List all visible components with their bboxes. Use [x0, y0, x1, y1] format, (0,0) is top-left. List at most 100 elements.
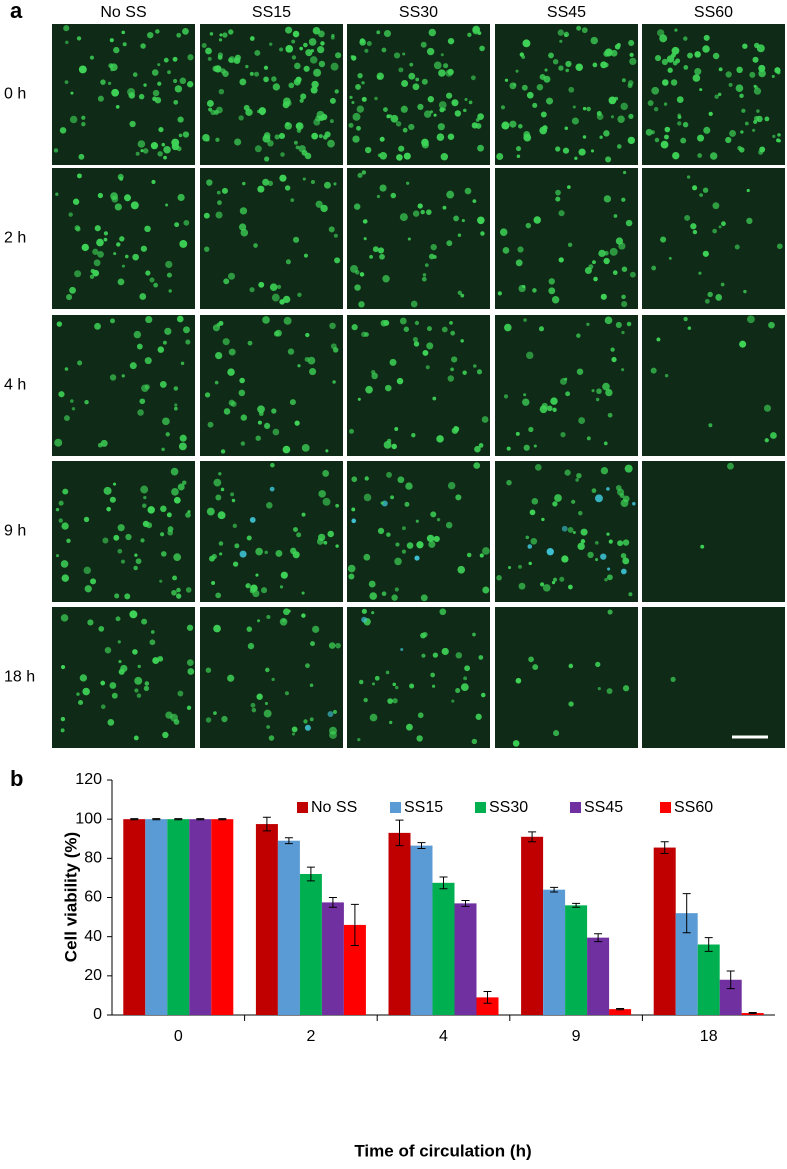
cell [257, 185, 265, 193]
cell [565, 68, 570, 73]
cell [380, 319, 388, 327]
cell [325, 449, 329, 453]
cell [228, 29, 234, 35]
cell [179, 77, 187, 85]
cell [407, 237, 411, 241]
cell [420, 632, 427, 639]
cell [401, 549, 407, 554]
cell [453, 425, 458, 431]
cell [61, 574, 70, 582]
cell [571, 117, 579, 125]
cell [240, 228, 249, 237]
legend-swatch [475, 802, 486, 813]
cell [620, 568, 627, 575]
error-bar [417, 842, 426, 850]
cell [140, 43, 146, 49]
cell [215, 592, 222, 599]
cell [600, 467, 609, 475]
cell [539, 126, 548, 135]
cell [539, 74, 546, 80]
cell [413, 341, 420, 347]
cell [559, 576, 565, 582]
cell [385, 670, 390, 675]
cell [214, 380, 219, 385]
cell [351, 55, 357, 61]
cell [560, 431, 566, 438]
cell [420, 594, 428, 602]
cell [558, 210, 565, 217]
cell [552, 407, 557, 412]
cell [249, 36, 255, 41]
cell [426, 47, 435, 56]
cell [552, 577, 558, 582]
cell [718, 67, 723, 72]
cell [211, 553, 217, 560]
cell [392, 698, 398, 704]
micrograph [52, 607, 195, 748]
cell [228, 57, 234, 63]
cell [595, 494, 603, 503]
cell [118, 660, 122, 664]
cell [317, 46, 325, 54]
bar [432, 882, 455, 1015]
cell [77, 360, 83, 366]
cell [656, 29, 665, 37]
cell [115, 616, 121, 622]
cell [297, 364, 301, 368]
cell [356, 105, 364, 113]
cell [134, 676, 143, 685]
cell [324, 181, 331, 189]
error-bar [174, 818, 183, 821]
cell [312, 625, 320, 633]
cell [400, 647, 404, 652]
cell [129, 610, 138, 619]
cell [361, 331, 367, 338]
cell [312, 26, 321, 35]
cell [293, 236, 300, 243]
cell [283, 316, 292, 325]
cell [416, 541, 424, 549]
cell [89, 274, 95, 279]
cell [656, 337, 661, 342]
cell [391, 443, 397, 450]
cell [629, 57, 637, 66]
x-tick-label: 0 [174, 1028, 183, 1045]
cell [220, 487, 225, 492]
cell [690, 223, 697, 230]
cell [379, 184, 387, 192]
cell [295, 122, 302, 129]
cell [533, 444, 537, 448]
cell [60, 664, 66, 670]
cell [620, 553, 627, 559]
cell [476, 369, 483, 375]
cell [180, 361, 185, 366]
cell [463, 676, 468, 681]
cell [561, 525, 568, 532]
cell [208, 107, 213, 112]
cell [264, 156, 270, 162]
cell [438, 69, 446, 77]
cell [357, 397, 361, 401]
cell [412, 337, 418, 343]
cell [586, 322, 590, 326]
cell [436, 133, 445, 141]
cell [329, 731, 337, 739]
cell [264, 701, 269, 706]
cell [272, 83, 281, 91]
cell [478, 443, 484, 448]
cell [296, 128, 302, 133]
cell [357, 172, 363, 178]
cell [284, 185, 291, 191]
cell [109, 496, 116, 503]
cell [546, 97, 554, 105]
error-bar [528, 831, 537, 843]
cell [133, 565, 138, 571]
cell [81, 115, 86, 120]
cell [391, 594, 398, 601]
cell [136, 343, 143, 350]
cell [546, 548, 554, 556]
cell [536, 83, 544, 91]
cell [518, 123, 523, 129]
cell [632, 501, 636, 506]
cell [421, 78, 428, 85]
